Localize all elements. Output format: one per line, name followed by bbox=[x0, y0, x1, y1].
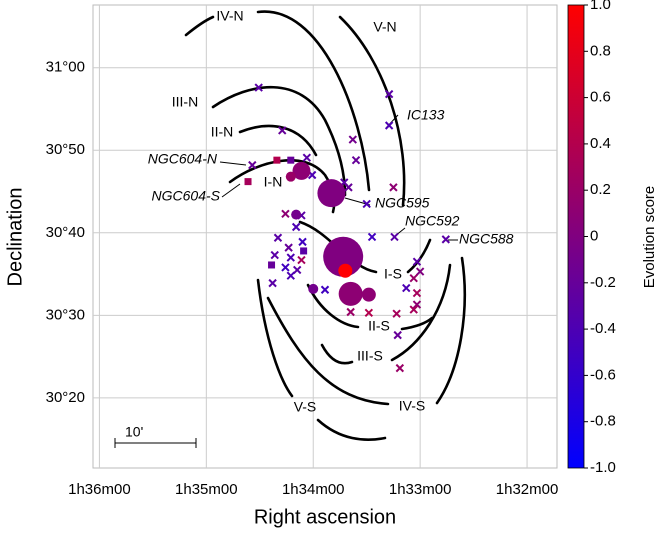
circle-marker bbox=[338, 263, 353, 278]
cross-marker bbox=[390, 232, 399, 242]
cross-marker bbox=[409, 273, 418, 283]
colorbar-tick-label: -0.4 bbox=[590, 320, 616, 337]
colorbar-tick-label: 0 bbox=[590, 227, 598, 244]
region-label: NGC595 bbox=[375, 195, 430, 211]
arm-label: III-N bbox=[172, 94, 198, 110]
arm-label: III-S bbox=[357, 348, 383, 364]
x-tick-label: 1h33m00 bbox=[389, 481, 452, 498]
colorbar-tick-label: 0.2 bbox=[590, 181, 611, 198]
cross-marker bbox=[395, 363, 405, 373]
arm-label: V-N bbox=[373, 19, 396, 35]
cross-marker bbox=[392, 309, 401, 318]
cross-marker bbox=[441, 235, 451, 244]
cross-marker bbox=[393, 330, 402, 340]
cross-marker bbox=[286, 271, 295, 280]
cross-marker bbox=[281, 263, 290, 272]
cross-marker bbox=[278, 126, 287, 135]
cross-marker bbox=[402, 283, 411, 293]
circle-marker bbox=[361, 287, 376, 302]
cross-marker bbox=[270, 250, 279, 260]
x-tick-label: 1h35m00 bbox=[175, 481, 238, 498]
circle-marker bbox=[291, 209, 302, 220]
colorbar-label: Evolution score bbox=[641, 186, 658, 289]
cross-marker bbox=[389, 183, 398, 192]
square-marker bbox=[287, 156, 295, 164]
cross-marker bbox=[268, 278, 277, 288]
cross-marker bbox=[298, 237, 307, 247]
y-axis-label: Declination bbox=[4, 188, 26, 287]
cross-marker bbox=[344, 183, 353, 192]
cross-marker bbox=[384, 89, 394, 99]
cross-marker bbox=[384, 121, 394, 130]
cross-marker bbox=[412, 288, 422, 298]
cross-marker bbox=[284, 243, 293, 252]
circle-marker bbox=[308, 283, 319, 294]
colorbar-tick-label: 1.0 bbox=[590, 0, 611, 13]
x-tick-label: 1h36m00 bbox=[68, 481, 131, 498]
scale-label: 10' bbox=[125, 424, 143, 440]
cross-marker bbox=[415, 267, 425, 276]
cross-marker bbox=[412, 300, 422, 309]
square-marker bbox=[268, 261, 276, 269]
arm-label: I-S bbox=[384, 266, 402, 282]
colorbar-tick-label: 0.4 bbox=[590, 135, 611, 152]
cross-marker bbox=[320, 285, 330, 294]
circle-marker bbox=[338, 281, 363, 306]
square-marker bbox=[300, 247, 308, 255]
circle-marker bbox=[317, 179, 346, 208]
cross-marker bbox=[364, 308, 374, 318]
arm-label: IV-N bbox=[216, 8, 243, 24]
circle-marker bbox=[285, 171, 296, 182]
y-tick-label: 31°00 bbox=[46, 59, 85, 76]
y-tick-label: 30°50 bbox=[46, 141, 85, 158]
x-axis-label: Right ascension bbox=[254, 506, 396, 528]
colorbar-tick-label: 0.8 bbox=[590, 42, 611, 59]
cross-marker bbox=[286, 253, 295, 262]
region-label: IC133 bbox=[407, 107, 445, 123]
y-tick-label: 30°30 bbox=[46, 306, 85, 323]
region-label: NGC588 bbox=[459, 231, 514, 247]
square-marker bbox=[273, 156, 281, 164]
cross-marker bbox=[273, 233, 283, 242]
colorbar-tick-label: 0.6 bbox=[590, 89, 611, 106]
cross-marker bbox=[281, 209, 290, 219]
cross-marker bbox=[248, 160, 257, 170]
x-tick-label: 1h34m00 bbox=[282, 481, 345, 498]
y-tick-label: 30°20 bbox=[46, 389, 85, 406]
arm-label: IV-S bbox=[399, 398, 425, 414]
cross-marker bbox=[362, 199, 371, 209]
y-tick-label: 30°40 bbox=[46, 224, 85, 241]
cross-marker bbox=[409, 305, 418, 314]
cross-marker bbox=[292, 265, 302, 275]
cross-marker bbox=[297, 255, 306, 265]
colorbar-tick-label: -0.8 bbox=[590, 413, 616, 430]
colorbar-tick-label: -1.0 bbox=[590, 459, 616, 476]
x-tick-label: 1h32m00 bbox=[496, 481, 559, 498]
square-marker bbox=[244, 178, 252, 186]
colorbar-tick-label: -0.2 bbox=[590, 274, 616, 291]
cross-marker bbox=[302, 153, 312, 162]
cross-marker bbox=[291, 222, 301, 232]
arm-label: II-S bbox=[368, 318, 390, 334]
cross-marker bbox=[412, 257, 422, 266]
scale-bar: 10' bbox=[114, 424, 197, 448]
arm-label: II-N bbox=[211, 124, 234, 140]
colorbar-tick-label: -0.6 bbox=[590, 366, 616, 383]
circle-marker bbox=[292, 161, 311, 180]
arm-label: I-N bbox=[264, 174, 283, 190]
region-label: NGC592 bbox=[405, 213, 460, 229]
region-label: NGC604-S bbox=[152, 188, 221, 204]
spiral-arms bbox=[184, 10, 467, 441]
colorbar bbox=[567, 4, 585, 469]
cross-marker bbox=[346, 307, 355, 317]
circle-marker bbox=[323, 236, 364, 277]
cross-marker bbox=[348, 135, 358, 144]
cross-marker bbox=[351, 155, 361, 165]
arm-label: V-S bbox=[294, 399, 317, 415]
cross-marker bbox=[367, 232, 377, 242]
region-label: NGC604-N bbox=[148, 151, 218, 167]
cross-marker bbox=[254, 83, 263, 92]
